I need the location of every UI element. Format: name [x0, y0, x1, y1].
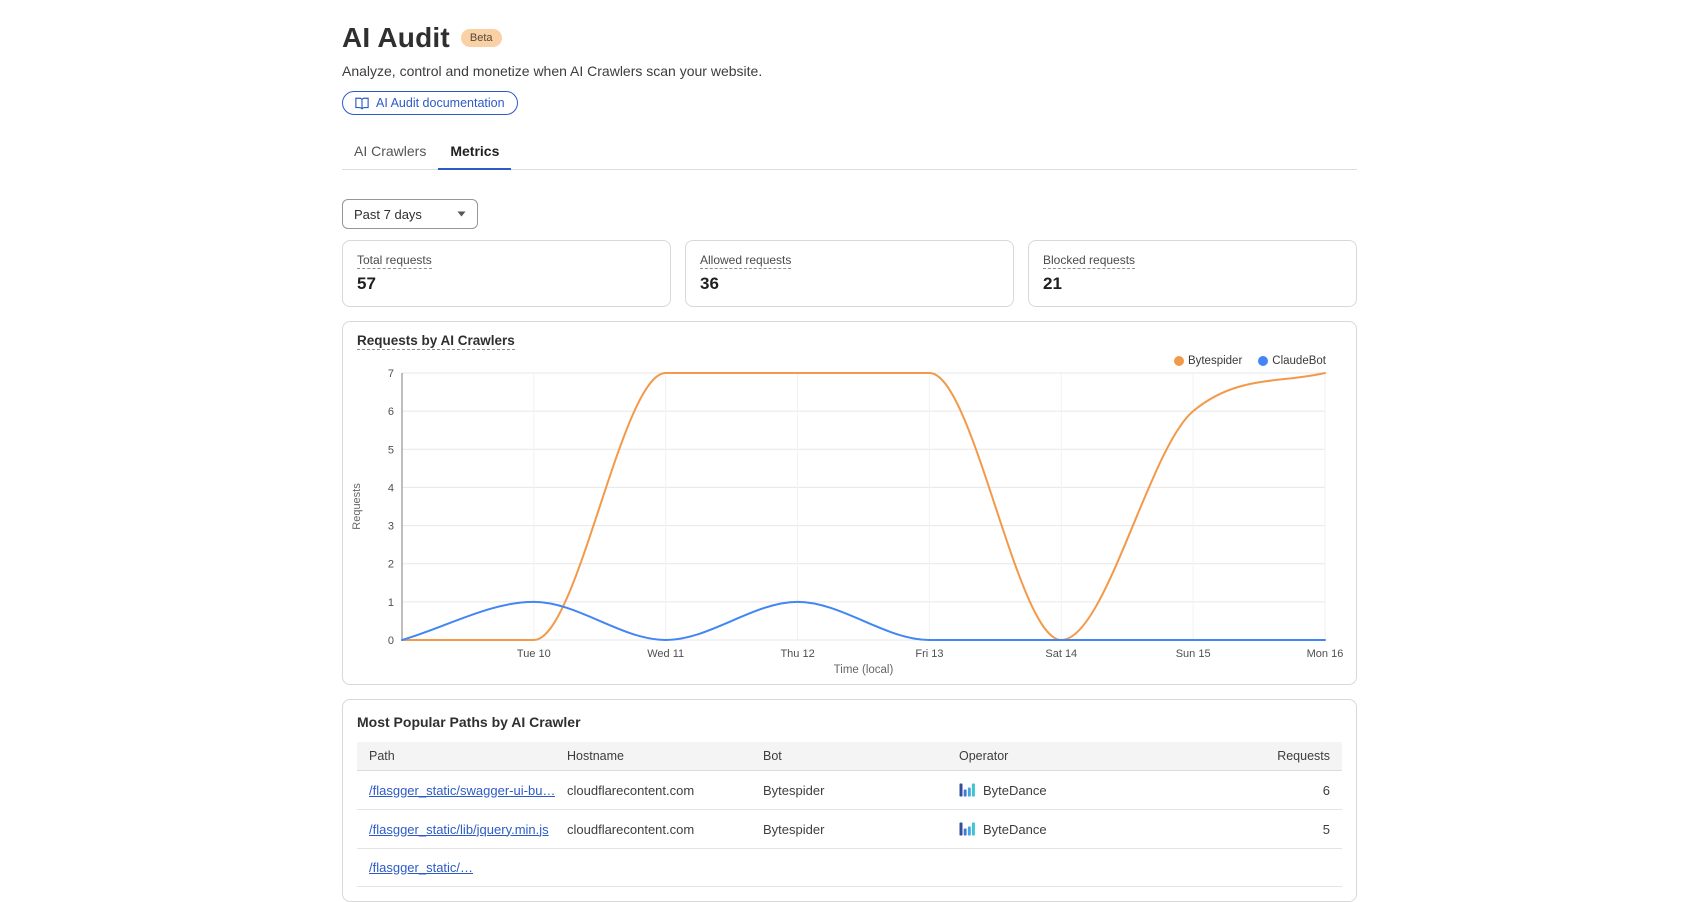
x-tick-label: Thu 12 [780, 648, 814, 660]
table-row: /flasgger_static/swagger-ui-bu… cloudflar… [357, 770, 1342, 810]
table-row: /flasgger_static/lib/jquery.min.js cloudf… [357, 809, 1342, 849]
cell-operator: ByteDance [947, 770, 1143, 810]
tab-bar: AI Crawlers Metrics [342, 134, 1357, 170]
x-tick-label: Wed 11 [647, 648, 684, 660]
ai-audit-page: AI Audit Beta Analyze, control and monet… [342, 0, 1357, 902]
cell-bot [751, 848, 947, 887]
column-header-requests: Requests [1143, 742, 1342, 771]
operator-badge: ByteDance [959, 821, 1131, 837]
stat-label-total-requests[interactable]: Total requests [357, 253, 432, 269]
cell-path: /flasgger_static/lib/jquery.min.js [357, 809, 555, 849]
beta-badge: Beta [460, 28, 502, 48]
y-tick-label: 0 [388, 635, 394, 647]
legend-swatch-bytespider [1173, 356, 1184, 366]
series-line-claudebot [401, 600, 1326, 641]
ai-audit-documentation-button[interactable]: AI Audit documentation [342, 91, 518, 115]
cell-operator [947, 848, 1143, 887]
stat-card-allowed-requests: Allowed requests 36 [685, 240, 1014, 307]
operator-badge: ByteDance [959, 782, 1131, 798]
cell-requests: 6 [1143, 770, 1342, 810]
popular-paths-table: Path Hostname Bot Operator Requests /fla… [357, 742, 1342, 887]
x-tick-label: Fri 13 [915, 648, 943, 660]
series-line-bytespider [401, 372, 1326, 641]
doc-button-label: AI Audit documentation [376, 96, 505, 110]
cell-path: /flasgger_static/swagger-ui-bu… [357, 770, 555, 810]
column-header-bot: Bot [751, 742, 947, 771]
cell-hostname [555, 848, 751, 887]
cell-bot: Bytespider [751, 809, 947, 849]
x-tick-label: Sun 15 [1176, 648, 1211, 660]
date-range-select[interactable]: Past 7 days [342, 199, 478, 229]
table-title: Most Popular Paths by AI Crawler [357, 714, 581, 730]
y-tick-label: 2 [388, 559, 394, 571]
path-link[interactable]: /flasgger_static/swagger-ui-bu… [369, 782, 555, 798]
popular-paths-card: Most Popular Paths by AI Crawler Path Ho… [342, 699, 1357, 902]
y-tick-label: 6 [388, 406, 394, 418]
legend-item-bytespider: Bytespider [1173, 355, 1243, 367]
stat-cards-row: Total requests 57 Allowed requests 36 Bl… [342, 240, 1357, 307]
book-icon [355, 97, 369, 110]
y-tick-label: 7 [388, 368, 394, 380]
legend-label-bytespider: Bytespider [1187, 355, 1243, 367]
cell-path: /flasgger_static/… [357, 848, 555, 887]
stat-card-total-requests: Total requests 57 [342, 240, 671, 307]
chart-title[interactable]: Requests by AI Crawlers [357, 333, 515, 350]
y-tick-label: 5 [388, 444, 394, 456]
table-row: /flasgger_static/… [357, 848, 1342, 887]
cell-hostname: cloudflarecontent.com [555, 770, 751, 810]
y-axis-title: Requests [351, 483, 363, 530]
table-header-row: Path Hostname Bot Operator Requests [357, 742, 1342, 771]
tab-ai-crawlers[interactable]: AI Crawlers [354, 143, 427, 159]
column-header-hostname: Hostname [555, 742, 751, 771]
caret-down-icon [457, 211, 466, 217]
x-tick-label: Tue 10 [517, 648, 551, 660]
cell-requests [1143, 848, 1342, 887]
page-title: AI Audit [342, 22, 450, 53]
cell-hostname: cloudflarecontent.com [555, 809, 751, 849]
column-header-operator: Operator [947, 742, 1143, 771]
y-tick-label: 4 [388, 482, 394, 494]
requests-line-chart: 0 1 2 3 4 5 6 7 Tue 10 Wed 11 Thu 12 Fri 13 Sat 14 Su… [351, 368, 1344, 676]
x-axis-title: Time (local) [834, 664, 894, 676]
stat-card-blocked-requests: Blocked requests 21 [1028, 240, 1357, 307]
stat-label-blocked-requests[interactable]: Blocked requests [1043, 253, 1136, 269]
date-range-value: Past 7 days [354, 206, 422, 222]
y-tick-label: 3 [388, 521, 394, 533]
stat-value-blocked-requests: 21 [1043, 274, 1062, 293]
y-tick-label: 1 [388, 597, 394, 609]
tab-metrics[interactable]: Metrics [438, 134, 512, 170]
operator-name: ByteDance [983, 821, 1047, 837]
page-subtitle: Analyze, control and monetize when AI Cr… [342, 63, 763, 79]
cell-bot: Bytespider [751, 770, 947, 810]
x-tick-label: Sat 14 [1045, 648, 1077, 660]
column-header-path: Path [357, 742, 555, 771]
legend-swatch-claudebot [1258, 356, 1269, 366]
stat-value-allowed-requests: 36 [700, 274, 719, 293]
path-link[interactable]: /flasgger_static/lib/jquery.min.js [369, 821, 549, 837]
legend-item-claudebot: ClaudeBot [1258, 355, 1326, 367]
bytedance-logo-icon [959, 783, 975, 797]
page-header: AI Audit Beta [342, 22, 1357, 54]
cell-requests: 5 [1143, 809, 1342, 849]
bytedance-logo-icon [959, 822, 975, 836]
cell-operator: ByteDance [947, 809, 1143, 849]
operator-name: ByteDance [983, 782, 1047, 798]
stat-value-total-requests: 57 [357, 274, 376, 293]
x-tick-label: Mon 16 [1307, 648, 1344, 660]
chart-legend: Bytespider ClaudeBot [1173, 355, 1326, 367]
path-link[interactable]: /flasgger_static/… [369, 860, 474, 875]
stat-label-allowed-requests[interactable]: Allowed requests [700, 253, 792, 269]
legend-label-claudebot: ClaudeBot [1272, 355, 1326, 367]
requests-chart-card: Requests by AI Crawlers Bytespider Claud… [342, 321, 1357, 685]
